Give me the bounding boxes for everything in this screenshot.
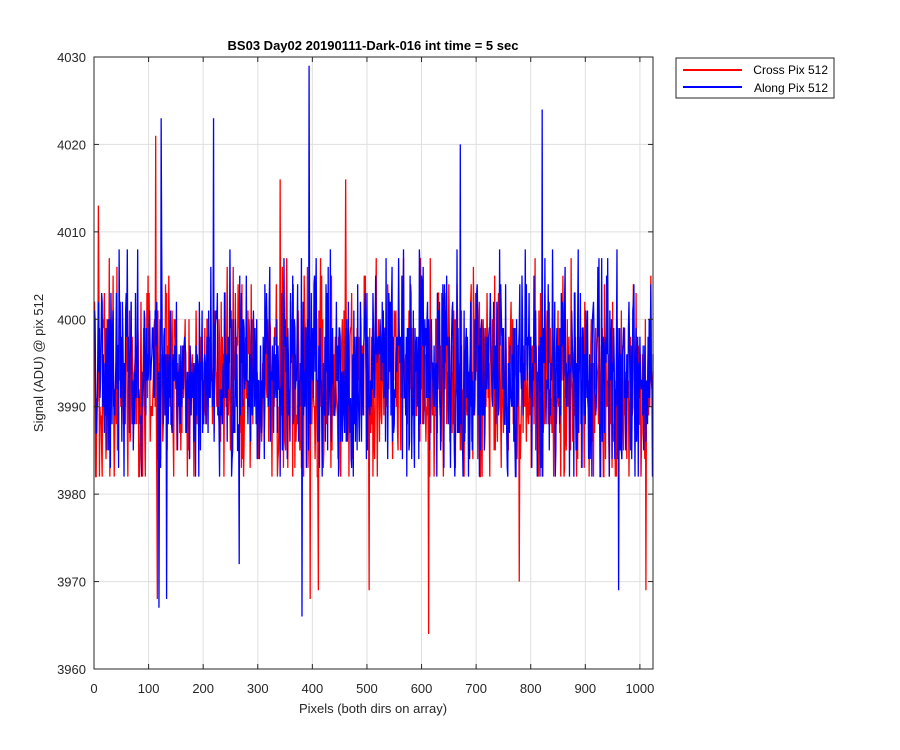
legend-label-along: Along Pix 512 — [754, 81, 828, 95]
x-tick-label: 500 — [356, 681, 378, 696]
x-tick-label: 200 — [192, 681, 214, 696]
plot-frame — [93, 56, 654, 670]
y-tick-label: 4000 — [57, 312, 86, 327]
y-tick-label: 4030 — [57, 50, 86, 65]
x-tick-label: 900 — [574, 681, 596, 696]
chart-title: BS03 Day02 20190111-Dark-016 int time = … — [228, 38, 519, 53]
x-tick-label: 100 — [138, 681, 160, 696]
y-axis-label: Signal (ADU) @ pix 512 — [31, 294, 46, 432]
legend-box — [675, 57, 835, 99]
x-tick-label: 700 — [465, 681, 487, 696]
x-tick-label: 1000 — [625, 681, 654, 696]
x-tick-label: 300 — [247, 681, 269, 696]
x-tick-label: 800 — [520, 681, 542, 696]
x-tick-label: 400 — [302, 681, 324, 696]
y-tick-label: 3960 — [57, 662, 86, 677]
y-tick-label: 4020 — [57, 137, 86, 152]
y-tick-label: 4010 — [57, 225, 86, 240]
series-line-along-pix-512 — [93, 65, 654, 617]
x-tick-label: 600 — [411, 681, 433, 696]
x-axis-label: Pixels (both dirs on array) — [299, 701, 447, 716]
y-tick-label: 3980 — [57, 487, 86, 502]
legend-label-cross: Cross Pix 512 — [753, 63, 828, 77]
axis-ticks: 0 100 200 300 400 500 600 700 800 900 1000 3960 3970… — [57, 50, 654, 696]
series-lines — [93, 65, 654, 635]
y-tick-label: 3990 — [57, 400, 86, 415]
legend: Cross Pix 512 Along Pix 512 — [675, 57, 835, 99]
y-tick-label: 3970 — [57, 575, 86, 590]
x-tick-label: 0 — [90, 681, 97, 696]
